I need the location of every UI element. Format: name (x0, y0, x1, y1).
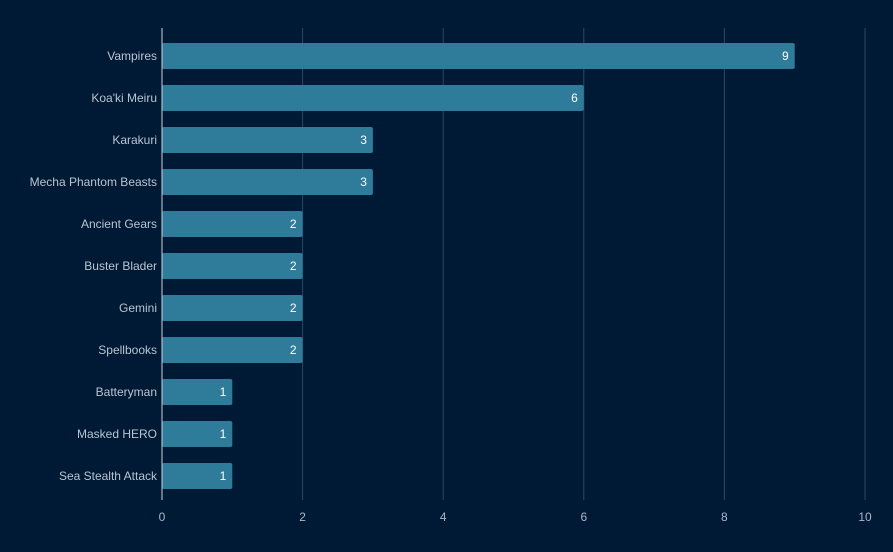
bar (162, 127, 373, 153)
bar-value-label: 1 (220, 385, 227, 399)
category-label: Karakuri (112, 133, 157, 147)
category-label: Gemini (119, 301, 157, 315)
x-tick-label: 2 (299, 510, 306, 524)
x-tick-label: 4 (440, 510, 447, 524)
category-label: Vampires (107, 49, 157, 63)
category-label: Buster Blader (84, 259, 157, 273)
bar (162, 169, 373, 195)
bars: 9 6 3 3 2 2 2 2 1 1 1 (162, 43, 795, 489)
x-tick-label: 10 (858, 510, 872, 524)
bar (162, 43, 795, 69)
bar (162, 85, 584, 111)
bar (162, 211, 303, 237)
category-label: Sea Stealth Attack (59, 469, 158, 483)
bar-value-label: 9 (782, 49, 789, 63)
bar-value-label: 3 (360, 175, 367, 189)
bar-value-label: 2 (290, 217, 297, 231)
bar (162, 421, 233, 447)
x-tick-label: 6 (580, 510, 587, 524)
bar (162, 253, 303, 279)
bar-value-label: 2 (290, 301, 297, 315)
bar (162, 295, 303, 321)
category-label: Batteryman (96, 385, 157, 399)
category-labels: Vampires Koa'ki Meiru Karakuri Mecha Phanto… (30, 49, 158, 483)
x-tick-label: 0 (159, 510, 166, 524)
category-label: Mecha Phantom Beasts (30, 175, 157, 189)
category-label: Masked HERO (77, 427, 157, 441)
bar (162, 379, 233, 405)
category-label: Koa'ki Meiru (91, 91, 157, 105)
bar (162, 337, 303, 363)
bar-value-label: 1 (220, 427, 227, 441)
bar-value-label: 2 (290, 343, 297, 357)
bar (162, 463, 233, 489)
x-axis-ticks: 0 2 4 6 8 10 (159, 510, 872, 524)
bar-value-label: 2 (290, 259, 297, 273)
category-label: Ancient Gears (81, 217, 157, 231)
bar-value-label: 1 (220, 469, 227, 483)
bar-value-label: 3 (360, 133, 367, 147)
x-tick-label: 8 (721, 510, 728, 524)
category-label: Spellbooks (98, 343, 157, 357)
bar-value-label: 6 (571, 91, 578, 105)
